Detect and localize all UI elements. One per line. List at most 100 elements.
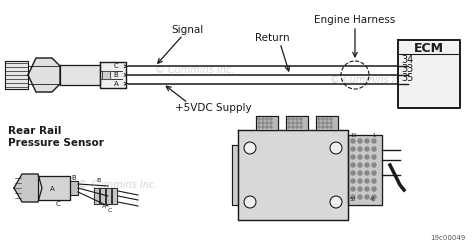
Circle shape — [300, 122, 302, 124]
Text: © Cummins Inc.: © Cummins Inc. — [260, 170, 340, 180]
Circle shape — [351, 139, 355, 143]
Circle shape — [358, 147, 362, 151]
Circle shape — [266, 126, 268, 128]
Circle shape — [270, 118, 272, 120]
Circle shape — [292, 126, 294, 128]
Circle shape — [262, 122, 264, 124]
Polygon shape — [5, 61, 28, 89]
Polygon shape — [70, 181, 78, 195]
Circle shape — [318, 122, 320, 124]
Text: 50: 50 — [350, 197, 356, 202]
Circle shape — [365, 187, 369, 191]
Circle shape — [351, 147, 355, 151]
Circle shape — [326, 126, 328, 128]
Text: Rear Rail: Rear Rail — [8, 126, 61, 136]
Circle shape — [372, 171, 376, 175]
Circle shape — [372, 163, 376, 167]
Circle shape — [351, 163, 355, 167]
Circle shape — [351, 171, 355, 175]
Circle shape — [372, 179, 376, 183]
Text: 1: 1 — [372, 133, 375, 138]
Text: +5VDC Supply: +5VDC Supply — [175, 103, 251, 113]
Circle shape — [358, 171, 362, 175]
Polygon shape — [102, 71, 110, 79]
Text: C: C — [108, 208, 112, 213]
Circle shape — [330, 118, 332, 120]
Circle shape — [326, 122, 328, 124]
Polygon shape — [28, 58, 60, 92]
Circle shape — [300, 118, 302, 120]
Circle shape — [365, 163, 369, 167]
Circle shape — [365, 155, 369, 159]
Circle shape — [358, 187, 362, 191]
Circle shape — [266, 118, 268, 120]
Polygon shape — [100, 188, 105, 204]
Text: 10: 10 — [350, 133, 356, 138]
Circle shape — [365, 195, 369, 199]
Circle shape — [322, 122, 324, 124]
Circle shape — [270, 126, 272, 128]
Circle shape — [322, 118, 324, 120]
Circle shape — [372, 155, 376, 159]
Text: 34: 34 — [401, 55, 413, 65]
Circle shape — [258, 122, 260, 124]
Circle shape — [258, 118, 260, 120]
Polygon shape — [256, 116, 278, 130]
Polygon shape — [100, 62, 126, 88]
Circle shape — [318, 126, 320, 128]
Circle shape — [244, 196, 256, 208]
Circle shape — [288, 126, 290, 128]
Circle shape — [351, 179, 355, 183]
Text: A: A — [50, 186, 55, 192]
Circle shape — [288, 122, 290, 124]
Circle shape — [296, 122, 298, 124]
Circle shape — [365, 171, 369, 175]
Text: Engine Harness: Engine Harness — [314, 15, 396, 25]
Circle shape — [258, 126, 260, 128]
Circle shape — [262, 126, 264, 128]
Text: Return: Return — [255, 33, 289, 43]
Text: © Cummins Inc.: © Cummins Inc. — [330, 75, 410, 85]
Polygon shape — [348, 135, 382, 205]
Polygon shape — [316, 116, 338, 130]
Circle shape — [270, 122, 272, 124]
Polygon shape — [286, 116, 308, 130]
Circle shape — [365, 179, 369, 183]
Polygon shape — [38, 176, 70, 200]
Circle shape — [292, 118, 294, 120]
Circle shape — [330, 142, 342, 154]
Circle shape — [262, 118, 264, 120]
Circle shape — [372, 139, 376, 143]
Text: 35: 35 — [401, 73, 413, 83]
Circle shape — [330, 122, 332, 124]
Text: 33: 33 — [401, 64, 413, 74]
Circle shape — [292, 122, 294, 124]
Circle shape — [266, 122, 268, 124]
Polygon shape — [14, 174, 42, 202]
Text: C: C — [114, 63, 118, 69]
Circle shape — [372, 195, 376, 199]
Circle shape — [351, 187, 355, 191]
Text: Pressure Sensor: Pressure Sensor — [8, 138, 104, 148]
Polygon shape — [112, 188, 117, 204]
Polygon shape — [232, 145, 238, 205]
Text: B: B — [96, 178, 100, 183]
Circle shape — [358, 179, 362, 183]
Text: © Cummins Inc.: © Cummins Inc. — [78, 180, 158, 190]
Circle shape — [372, 187, 376, 191]
Circle shape — [365, 139, 369, 143]
Text: A: A — [102, 204, 106, 209]
Circle shape — [358, 155, 362, 159]
Circle shape — [330, 196, 342, 208]
Circle shape — [318, 118, 320, 120]
Polygon shape — [60, 65, 100, 85]
Circle shape — [330, 126, 332, 128]
Polygon shape — [106, 188, 111, 204]
Text: Signal: Signal — [172, 25, 204, 35]
Circle shape — [365, 147, 369, 151]
Circle shape — [326, 118, 328, 120]
Circle shape — [358, 195, 362, 199]
Circle shape — [296, 118, 298, 120]
Circle shape — [322, 126, 324, 128]
Circle shape — [244, 142, 256, 154]
